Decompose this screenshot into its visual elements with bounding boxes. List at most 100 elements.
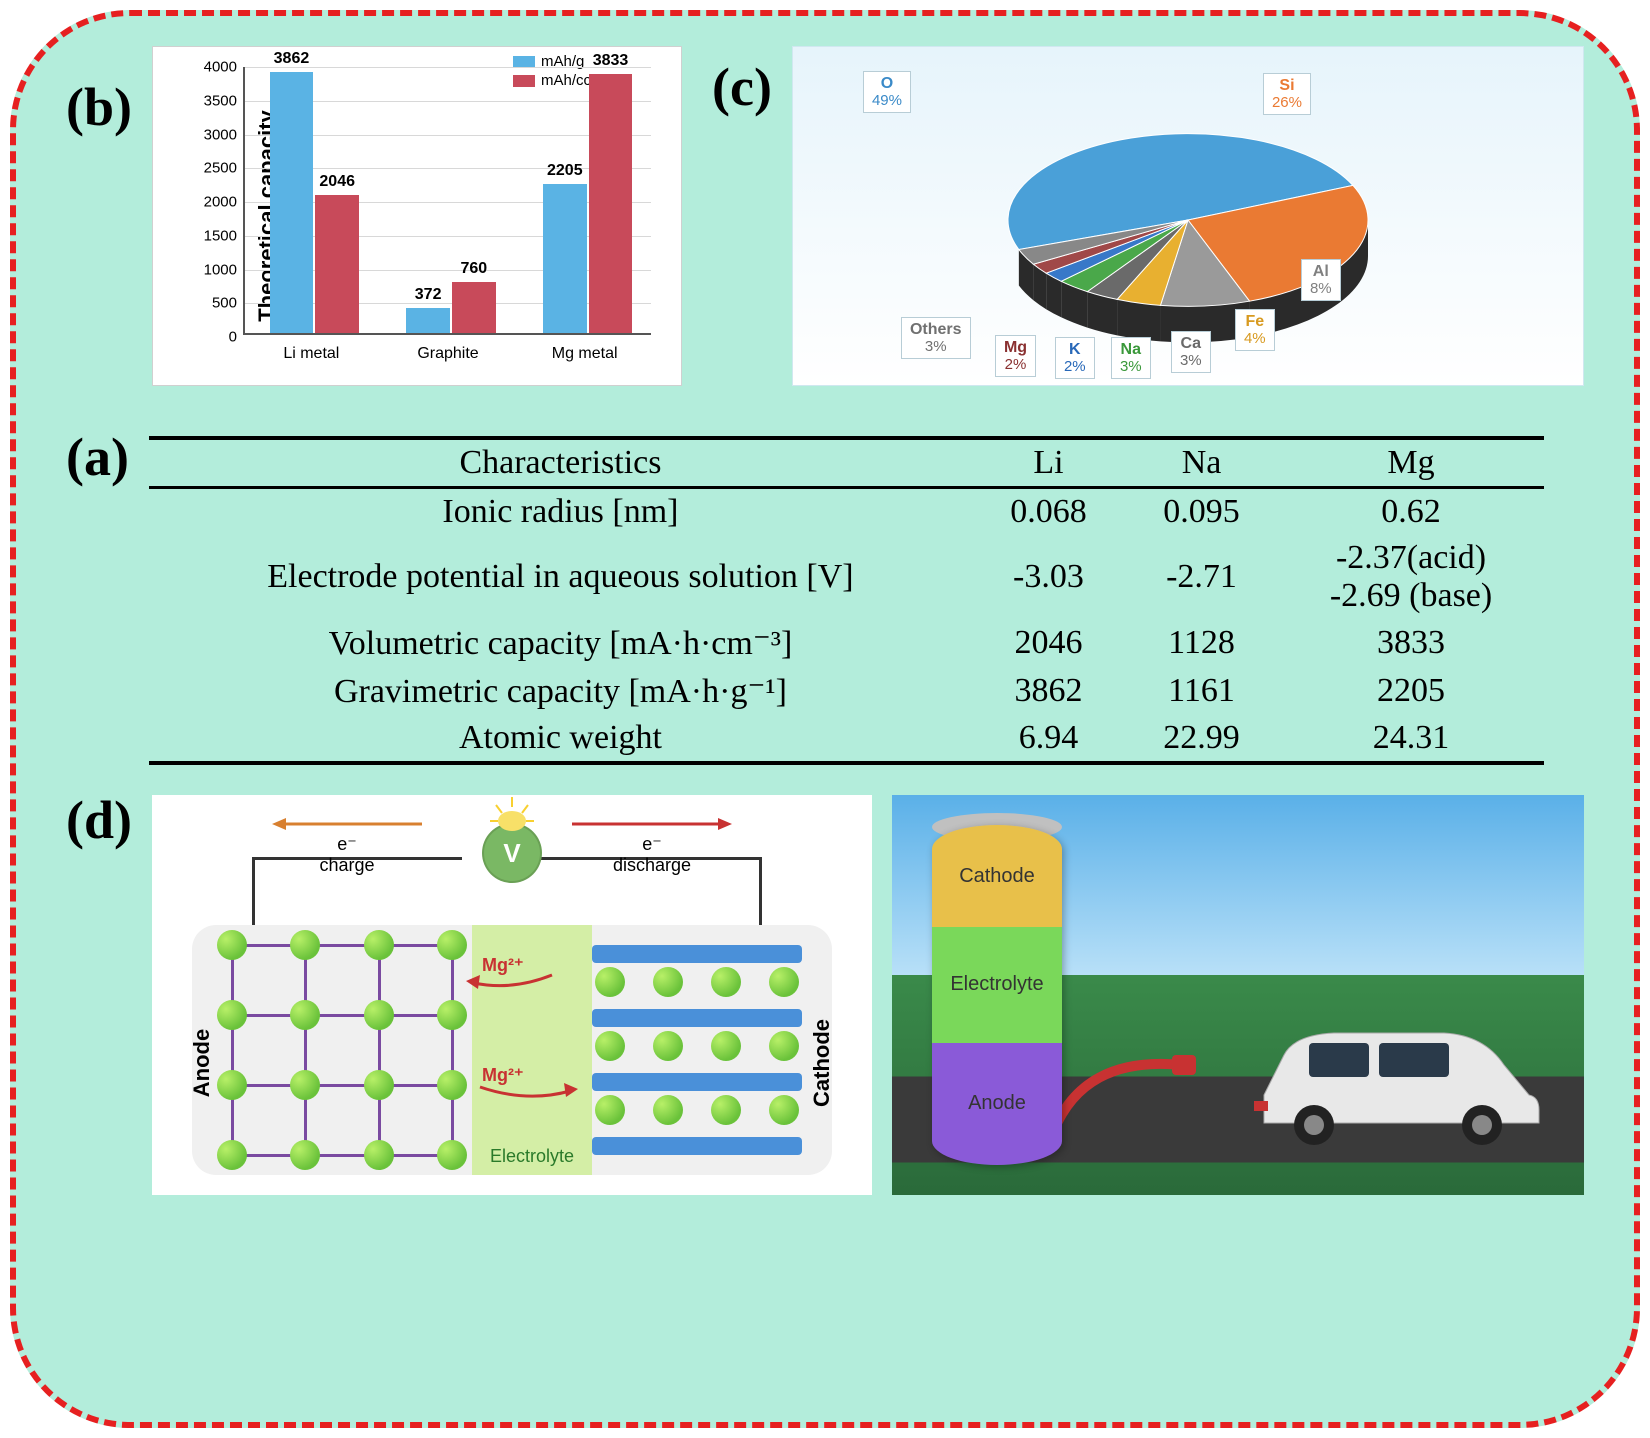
ion-sphere xyxy=(217,1070,247,1100)
x-tick: Mg metal xyxy=(552,345,618,363)
discharge-arrow: e⁻discharge xyxy=(572,815,732,876)
bottom-row: (d) e⁻charge e⁻discharge Electrolyte Ano… xyxy=(66,795,1584,1215)
pie-label: K2% xyxy=(1055,337,1095,379)
y-tick: 1500 xyxy=(201,227,237,244)
top-row: (b) Theoretical capacity mAh/gmAh/cc 386… xyxy=(66,46,1584,406)
bar-value: 372 xyxy=(398,286,458,304)
anode-grid-line xyxy=(231,945,234,1155)
table-cell: 0.62 xyxy=(1278,488,1544,536)
electron-label-2: e⁻ xyxy=(642,834,662,854)
x-tick: Graphite xyxy=(417,345,478,363)
table-row: Volumetric capacity [mA·h·cm⁻³]204611283… xyxy=(149,619,1544,667)
table-cell: Atomic weight xyxy=(149,715,972,763)
pie-label: Fe4% xyxy=(1235,309,1275,351)
battery-segment: Cathode xyxy=(932,825,1062,927)
schematic-body: Electrolyte Anode Cathode V Mg²⁺ Mg²⁺ xyxy=(192,925,832,1175)
table-cell: 1161 xyxy=(1125,667,1278,715)
anode-label: Anode xyxy=(189,1029,215,1097)
ion-sphere xyxy=(217,930,247,960)
ion-sphere xyxy=(364,1070,394,1100)
pie-svg xyxy=(968,90,1408,370)
table-cell: 0.068 xyxy=(972,488,1125,536)
cathode-layer xyxy=(592,1073,802,1091)
cathode-stack xyxy=(592,945,802,1155)
ion-sphere xyxy=(437,1140,467,1170)
cathode-layer xyxy=(592,945,802,963)
table-header: Characteristics xyxy=(149,438,972,488)
y-tick: 3500 xyxy=(201,92,237,109)
table-cell: Gravimetric capacity [mA·h·g⁻¹] xyxy=(149,667,972,715)
ion-sphere xyxy=(437,930,467,960)
table-cell: 6.94 xyxy=(972,715,1125,763)
ion-sphere xyxy=(653,1031,683,1061)
ion-label-top: Mg²⁺ xyxy=(482,955,523,976)
wire-down-left xyxy=(252,857,255,927)
table-cell: -3.03 xyxy=(972,535,1125,619)
y-tick: 4000 xyxy=(201,59,237,76)
table-cell: 3833 xyxy=(1278,619,1544,667)
ion-sphere xyxy=(290,1000,320,1030)
cathode-layer xyxy=(592,1009,802,1027)
bar xyxy=(315,195,359,333)
anode-grid-line xyxy=(378,945,381,1155)
bar-value: 3862 xyxy=(261,50,321,68)
table-header: Mg xyxy=(1278,438,1544,488)
table-section: (a) CharacteristicsLiNaMg Ionic radius [… xyxy=(66,436,1584,765)
ion-sphere xyxy=(364,1000,394,1030)
bar-value: 2205 xyxy=(535,162,595,180)
ion-sphere xyxy=(653,1095,683,1125)
ion-sphere xyxy=(290,1070,320,1100)
bulb-icon xyxy=(482,793,542,833)
anode-grid-line xyxy=(232,1154,452,1157)
characteristics-table: CharacteristicsLiNaMg Ionic radius [nm]0… xyxy=(149,436,1544,765)
ion-sphere xyxy=(364,930,394,960)
bar xyxy=(406,308,450,333)
table-cell: -2.37(acid)-2.69 (base) xyxy=(1278,535,1544,619)
charge-arrow: e⁻charge xyxy=(272,815,422,876)
anode-grid xyxy=(232,945,452,1155)
pie-label: Mg2% xyxy=(995,335,1036,377)
pie-label: Si26% xyxy=(1263,73,1311,115)
anode-grid-line xyxy=(304,945,307,1155)
table-row: Electrode potential in aqueous solution … xyxy=(149,535,1544,619)
bar xyxy=(270,72,314,333)
table-header: Li xyxy=(972,438,1125,488)
table-cell: 0.095 xyxy=(1125,488,1278,536)
ion-sphere xyxy=(711,1095,741,1125)
pie-label: Ca3% xyxy=(1171,331,1211,373)
charge-label: charge xyxy=(319,855,374,875)
ion-sphere xyxy=(290,930,320,960)
battery-cylinder: CathodeElectrolyteAnode xyxy=(932,825,1062,1165)
table-row: Gravimetric capacity [mA·h·g⁻¹]386211612… xyxy=(149,667,1544,715)
table-row: Ionic radius [nm]0.0680.0950.62 xyxy=(149,488,1544,536)
ion-sphere xyxy=(217,1140,247,1170)
anode-grid-line xyxy=(232,1084,452,1087)
ion-sphere xyxy=(711,1031,741,1061)
bar xyxy=(543,184,587,333)
ion-sphere xyxy=(290,1140,320,1170)
y-tick: 3000 xyxy=(201,126,237,143)
ion-sphere xyxy=(217,1000,247,1030)
voltage-circle: V xyxy=(484,825,540,881)
ion-sphere xyxy=(595,1031,625,1061)
table-cell: 3862 xyxy=(972,667,1125,715)
electron-label: e⁻ xyxy=(337,834,357,854)
y-tick: 1000 xyxy=(201,261,237,278)
ion-sphere xyxy=(595,967,625,997)
pie-label: Na3% xyxy=(1111,337,1151,379)
ion-sphere xyxy=(595,1095,625,1125)
cathode-layer xyxy=(592,1137,802,1155)
table-cell: 2205 xyxy=(1278,667,1544,715)
table-header: Na xyxy=(1125,438,1278,488)
pie-label: O49% xyxy=(863,71,911,113)
panel-label-a: (a) xyxy=(66,426,129,488)
pie-label: Others3% xyxy=(901,317,971,359)
ion-sphere xyxy=(653,967,683,997)
bar xyxy=(452,282,496,333)
bar-value: 760 xyxy=(444,260,504,278)
y-tick: 500 xyxy=(201,295,237,312)
ion-sphere xyxy=(769,1095,799,1125)
table-cell: Ionic radius [nm] xyxy=(149,488,972,536)
table-cell: 2046 xyxy=(972,619,1125,667)
ion-sphere xyxy=(437,1000,467,1030)
